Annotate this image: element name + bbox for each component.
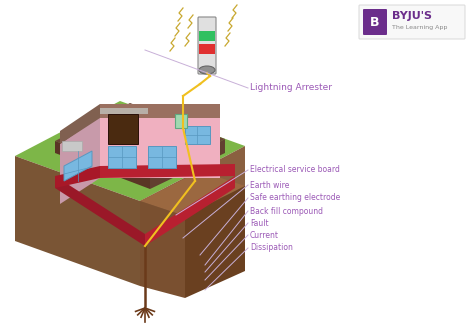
Polygon shape [185,186,245,298]
FancyBboxPatch shape [185,126,210,144]
FancyBboxPatch shape [108,114,138,144]
Text: Dissipation: Dissipation [250,244,293,252]
Text: Fault: Fault [250,218,269,227]
FancyBboxPatch shape [359,5,465,39]
Polygon shape [60,104,100,144]
Text: B: B [370,15,380,29]
Polygon shape [140,171,245,216]
Polygon shape [60,116,100,204]
Text: Earth wire: Earth wire [250,180,289,190]
Polygon shape [64,151,92,181]
Text: Electrical service board: Electrical service board [250,166,340,174]
Polygon shape [145,176,235,246]
Polygon shape [55,103,225,177]
FancyBboxPatch shape [363,9,387,35]
Polygon shape [55,166,100,188]
Text: Safe earthing electrode: Safe earthing electrode [250,194,340,203]
Text: Lightning Arrester: Lightning Arrester [250,84,332,92]
Polygon shape [15,101,245,201]
FancyBboxPatch shape [198,17,216,74]
Polygon shape [15,156,140,286]
Polygon shape [150,139,225,189]
Text: Back fill compound: Back fill compound [250,207,323,215]
Text: The Learning App: The Learning App [392,25,447,30]
Polygon shape [140,201,185,298]
Polygon shape [100,108,148,114]
Polygon shape [55,141,150,189]
Polygon shape [100,104,220,118]
Polygon shape [55,176,145,246]
FancyBboxPatch shape [199,44,215,54]
FancyBboxPatch shape [175,114,187,128]
Polygon shape [100,164,235,178]
Polygon shape [140,146,245,286]
FancyBboxPatch shape [62,141,82,151]
FancyBboxPatch shape [199,31,215,41]
FancyBboxPatch shape [148,146,176,168]
Text: BYJU'S: BYJU'S [392,11,432,21]
Polygon shape [100,116,220,178]
FancyBboxPatch shape [108,146,136,168]
Text: Current: Current [250,230,279,240]
Ellipse shape [199,66,215,74]
